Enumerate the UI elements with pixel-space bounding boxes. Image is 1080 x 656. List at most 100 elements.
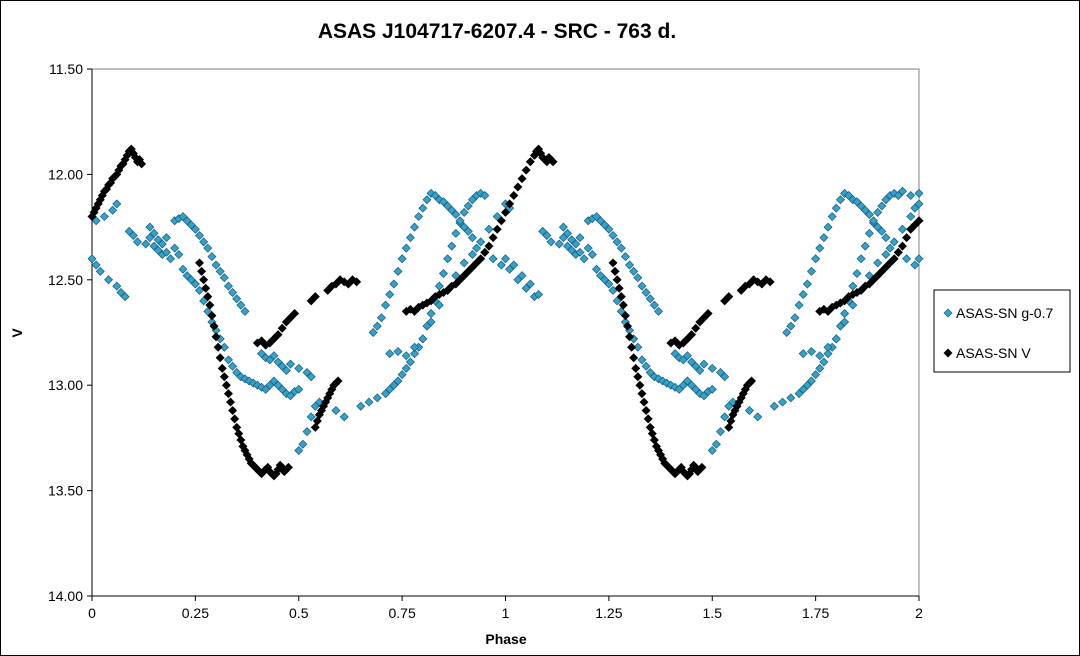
data-point (397, 370, 407, 380)
data-point (401, 243, 411, 253)
data-point (221, 380, 231, 390)
data-point (294, 446, 304, 456)
data-point (488, 254, 498, 264)
data-point (633, 342, 643, 352)
data-point (166, 254, 176, 264)
data-point (579, 254, 589, 264)
data-point (95, 266, 105, 276)
data-point (137, 159, 147, 169)
data-point (209, 321, 219, 331)
data-point (128, 231, 138, 241)
data-point (496, 260, 506, 270)
data-point (575, 247, 585, 257)
data-point (203, 292, 213, 302)
data-point (622, 321, 632, 331)
data-point (707, 384, 717, 394)
data-point (401, 363, 411, 373)
data-point (463, 226, 473, 236)
series-asas-sn-v (87, 144, 924, 481)
data-point (724, 292, 734, 302)
data-point (641, 287, 651, 297)
data-point (639, 397, 649, 407)
data-point (120, 292, 130, 302)
data-point (372, 393, 382, 403)
data-point (157, 239, 167, 249)
data-point (889, 254, 899, 264)
data-point (201, 283, 211, 293)
data-point (633, 372, 643, 382)
data-point (219, 342, 229, 352)
data-point (397, 254, 407, 264)
data-point (707, 363, 717, 373)
legend: ASAS-SN g-0.7 ASAS-SN V (933, 289, 1071, 373)
data-point (418, 334, 428, 344)
data-point (548, 157, 558, 167)
data-point (410, 222, 420, 232)
data-point (368, 328, 378, 337)
data-point (418, 203, 428, 213)
data-point (612, 237, 622, 247)
series-asas-sn-g (87, 186, 924, 456)
data-point (864, 228, 874, 238)
data-point (312, 416, 322, 426)
y-tick-label: 13.00 (48, 377, 83, 393)
data-point (112, 281, 122, 291)
data-point (414, 212, 424, 222)
data-point (364, 397, 374, 407)
data-point (699, 359, 709, 369)
data-point (505, 199, 515, 209)
data-point (451, 228, 461, 238)
data-point (459, 207, 469, 217)
data-point (443, 254, 453, 264)
data-point (104, 275, 114, 285)
data-point (161, 247, 171, 257)
data-point (455, 216, 465, 226)
data-point (610, 266, 620, 276)
data-point (806, 266, 816, 276)
x-tick-label: 1.25 (595, 605, 622, 621)
data-point (910, 203, 920, 213)
data-point (806, 346, 816, 356)
data-point (798, 349, 808, 359)
plot-area (91, 68, 920, 597)
data-point (480, 247, 490, 257)
data-point (716, 427, 726, 437)
data-point (629, 353, 639, 363)
data-point (294, 363, 304, 373)
data-point (587, 250, 597, 259)
data-point (228, 287, 238, 297)
data-point (376, 313, 386, 323)
data-point (914, 216, 924, 226)
data-point (145, 222, 155, 232)
data-point (517, 271, 527, 281)
data-point (645, 294, 655, 304)
data-point (631, 363, 641, 373)
data-point (637, 355, 647, 365)
data-point (819, 357, 829, 367)
data-point (840, 317, 850, 327)
data-point (620, 252, 630, 262)
data-point (132, 237, 142, 247)
data-point (643, 414, 653, 424)
data-point (521, 165, 531, 175)
data-point (273, 330, 283, 340)
data-point (232, 294, 242, 304)
y-tick-label: 14.00 (48, 588, 83, 604)
data-point (747, 376, 757, 386)
data-point (447, 241, 457, 251)
data-point (405, 357, 415, 367)
data-point (633, 273, 643, 283)
data-point (873, 207, 883, 217)
data-point (310, 292, 320, 302)
data-point (467, 233, 477, 243)
legend-box (933, 289, 1071, 373)
data-point (637, 281, 647, 291)
data-point (215, 266, 225, 276)
data-point (616, 292, 626, 302)
data-point (211, 260, 221, 270)
data-point (339, 412, 349, 422)
data-point (472, 243, 482, 253)
data-point (823, 222, 833, 232)
data-point (203, 243, 213, 253)
data-point (546, 237, 556, 247)
